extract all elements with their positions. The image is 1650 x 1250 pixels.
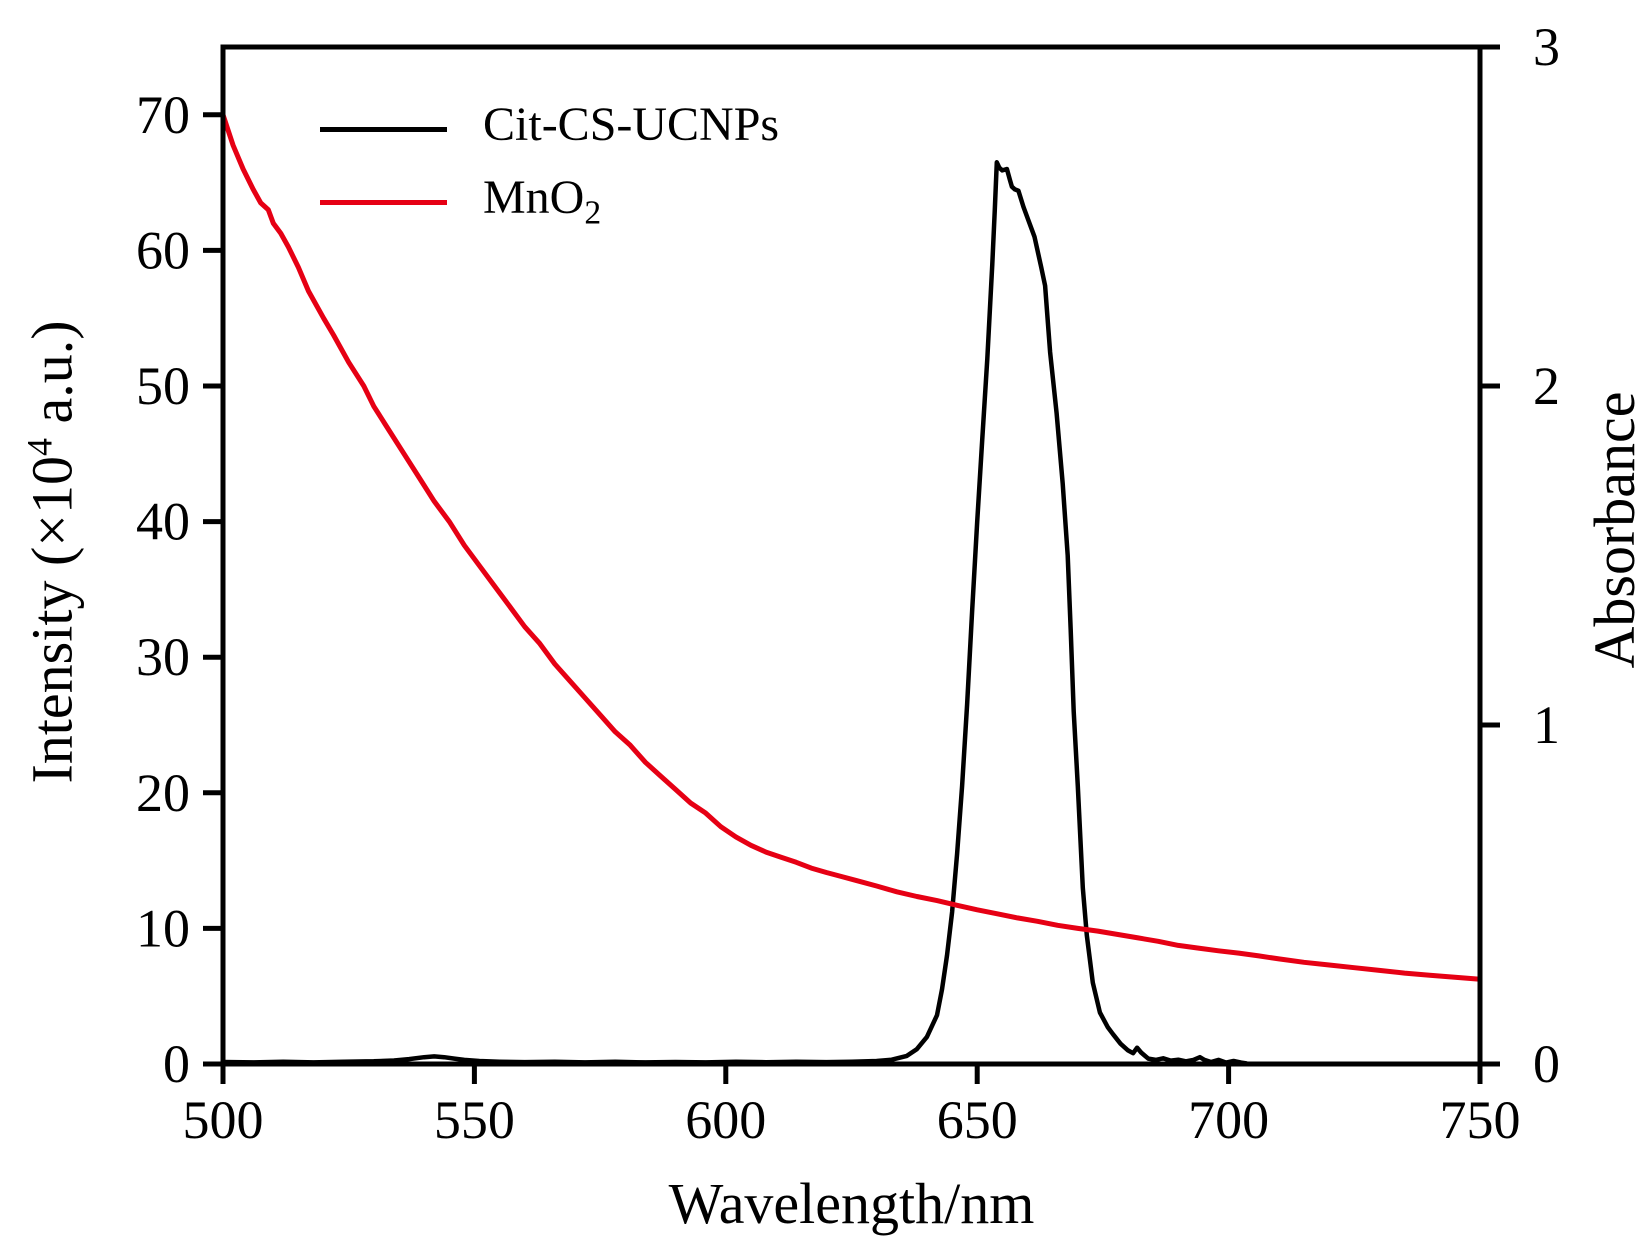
y-right-tick-label: 2 — [1533, 356, 1560, 416]
y-right-tick-label: 3 — [1533, 17, 1560, 77]
x-tick-label: 650 — [937, 1090, 1018, 1150]
legend-label-mno2: MnO2 — [483, 170, 602, 232]
legend-line-red — [320, 199, 447, 205]
legend: Cit-CS-UCNPs MnO2 — [320, 97, 779, 234]
right-axis-title: Absorbance — [1582, 391, 1647, 669]
left-axis-title-superscript: 4 — [19, 438, 60, 457]
y-left-tick-label: 10 — [136, 898, 190, 958]
y-left-tick-label: 30 — [136, 627, 190, 687]
legend-item-mno2: MnO2 — [320, 170, 779, 234]
legend-line-black — [320, 126, 447, 132]
x-tick-label: 500 — [183, 1090, 264, 1150]
left-axis-title: Intensity (×104 a.u.) — [19, 320, 84, 783]
y-left-tick-label: 70 — [136, 85, 190, 145]
legend-item-cit-cs-ucnps: Cit-CS-UCNPs — [320, 97, 779, 161]
y-left-tick-label: 50 — [136, 356, 190, 416]
y-left-tick-label: 20 — [136, 763, 190, 823]
legend-label-text: Cit-CS-UCNPs — [483, 97, 780, 151]
x-tick-label: 750 — [1440, 1090, 1521, 1150]
legend-label-text: MnO — [483, 170, 585, 224]
plot-frame — [220, 44, 1483, 1067]
x-tick-label: 700 — [1188, 1090, 1269, 1150]
y-right-tick-label: 1 — [1533, 695, 1560, 755]
y-left-tick-label: 40 — [136, 492, 190, 552]
y-left-tick-label: 0 — [163, 1034, 190, 1094]
left-axis-title-text-end: a.u.) — [19, 320, 85, 439]
y-left-tick-label: 60 — [136, 220, 190, 280]
x-tick-label: 550 — [434, 1090, 515, 1150]
y-right-tick-label: 0 — [1533, 1034, 1560, 1094]
x-tick-label: 600 — [685, 1090, 766, 1150]
series-mno2 — [220, 112, 1483, 982]
legend-label-subscript: 2 — [584, 194, 602, 232]
legend-label-cit-cs-ucnps: Cit-CS-UCNPs — [483, 97, 780, 157]
left-axis-title-text: Intensity (×10 — [19, 456, 85, 784]
x-axis-title: Wavelength/nm — [668, 1171, 1035, 1236]
